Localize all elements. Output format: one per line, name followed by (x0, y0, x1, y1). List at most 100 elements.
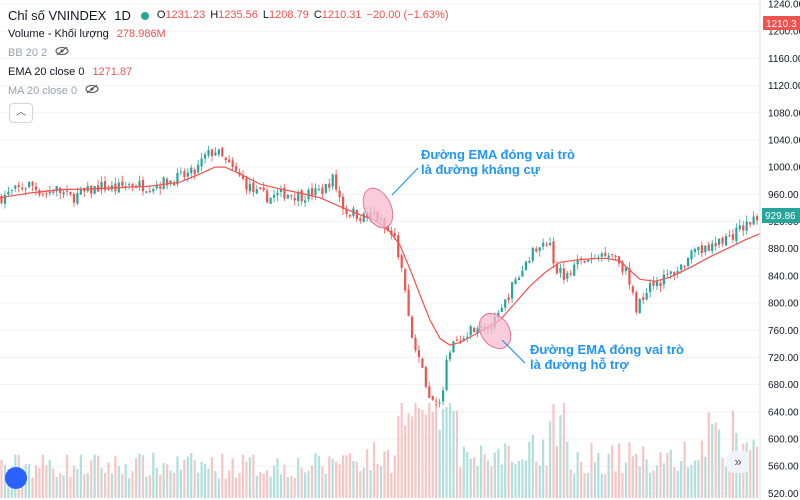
candle-body (52, 191, 55, 193)
price-tick-label: 1080.00 (768, 108, 800, 119)
volume-bar (493, 452, 496, 498)
resistance-highlight (362, 187, 394, 229)
volume-bar (221, 453, 224, 498)
candle-body (693, 249, 697, 252)
volume-bar (473, 457, 476, 498)
volume-bar (669, 450, 672, 498)
candle-body (659, 282, 662, 287)
volume-bar (438, 429, 441, 498)
candle-body (21, 187, 24, 190)
volume-bar (424, 414, 427, 498)
ohlc-open-key: O (156, 9, 166, 21)
legend-ema-row[interactable]: EMA 20 close 0 1271.87 (8, 63, 448, 82)
tradingview-logo[interactable] (5, 467, 27, 489)
candle-body (714, 242, 717, 247)
price-tick-label: 600.00 (768, 435, 799, 446)
volume-bar (521, 459, 524, 498)
candle-body (400, 255, 403, 268)
candle-body (324, 183, 327, 193)
price-tick-label: 560.00 (768, 462, 799, 473)
candle-body (304, 200, 307, 203)
candle-body (103, 181, 107, 191)
legend-volume-row[interactable]: Volume - Khối lượng 278.986M (8, 25, 448, 44)
candle-body (162, 177, 165, 189)
volume-bar (680, 460, 683, 498)
resistance-pointer (391, 167, 419, 196)
chevron-up-icon: ︿ (16, 107, 26, 118)
volume-bar (617, 443, 621, 498)
volume-bar (642, 446, 645, 498)
legend-ma-row[interactable]: MA 20 close 0 (8, 82, 448, 101)
volume-bar (65, 454, 69, 498)
candle-body (614, 255, 617, 258)
ma-label: MA 20 close 0 (8, 85, 78, 97)
collapse-legend-button[interactable]: ︿ (9, 103, 33, 123)
volume-bar (649, 472, 652, 498)
eye-hidden-icon[interactable] (55, 44, 69, 63)
volume-bar (238, 473, 241, 498)
candle-body (635, 292, 638, 313)
volume-bar (176, 456, 179, 498)
candle-body (724, 236, 728, 246)
legend-bb-row[interactable]: BB 20 2 (8, 44, 448, 63)
interval-label[interactable]: 1D (114, 8, 131, 23)
candle-body (148, 191, 151, 193)
volume-bar (59, 473, 62, 498)
candle-body (3, 195, 7, 204)
volume-bar (252, 454, 255, 498)
eye-hidden-icon[interactable] (85, 82, 99, 101)
volume-value: 278.986M (116, 28, 166, 40)
candle-body (241, 174, 245, 179)
ohlc-high: 1235.56 (218, 9, 258, 21)
volume-bar (34, 465, 38, 498)
candle-body (397, 235, 400, 258)
volume-bar (376, 464, 379, 498)
candle-body (728, 235, 731, 237)
candle-body (690, 250, 693, 260)
candle-body (600, 253, 603, 257)
candle-body (310, 188, 314, 197)
volume-bar (431, 411, 434, 498)
volume-bar (559, 415, 562, 498)
candle-body (507, 297, 510, 301)
volume-bar (369, 470, 372, 498)
candle-body (14, 185, 17, 189)
candle-body (700, 245, 703, 254)
volume-bar (276, 458, 279, 498)
candle-body (362, 213, 365, 222)
candle-body (393, 233, 396, 236)
candle-body (721, 237, 724, 244)
volume-bar (241, 454, 245, 498)
candle-body (235, 166, 238, 171)
ema-value: 1271.87 (92, 66, 133, 78)
candle-body (290, 195, 293, 197)
candle-body (407, 289, 410, 316)
symbol-title[interactable]: Chỉ số VNINDEX (8, 8, 107, 23)
volume-bar (293, 477, 296, 498)
volume-bar (159, 474, 162, 498)
price-axis[interactable]: 1240.00 1200.00 1160.00 1120.00 1080.00 1040.… (768, 0, 800, 500)
volume-bar (117, 465, 120, 498)
volume-bar (479, 445, 483, 498)
candle-body (355, 209, 358, 219)
candle-body (552, 241, 555, 264)
price-tick-label: 1160.00 (768, 54, 800, 65)
candle-body (190, 167, 193, 174)
volume-bar (203, 464, 207, 498)
volume-bar (179, 469, 182, 498)
candle-body (531, 247, 534, 261)
volume-bar (452, 410, 455, 498)
volume-bar (700, 440, 703, 498)
candle-body (438, 402, 441, 404)
candle-body (345, 208, 348, 214)
volume-bar (486, 460, 490, 498)
volume-bar (324, 473, 327, 498)
candle-body (573, 264, 576, 276)
candle-body (662, 274, 665, 285)
candle-body (621, 261, 624, 272)
candle-body (259, 187, 262, 190)
price-tick-label: 960.00 (768, 190, 799, 201)
scroll-to-realtime-button[interactable]: » (727, 451, 749, 473)
volume-bar (207, 468, 210, 498)
